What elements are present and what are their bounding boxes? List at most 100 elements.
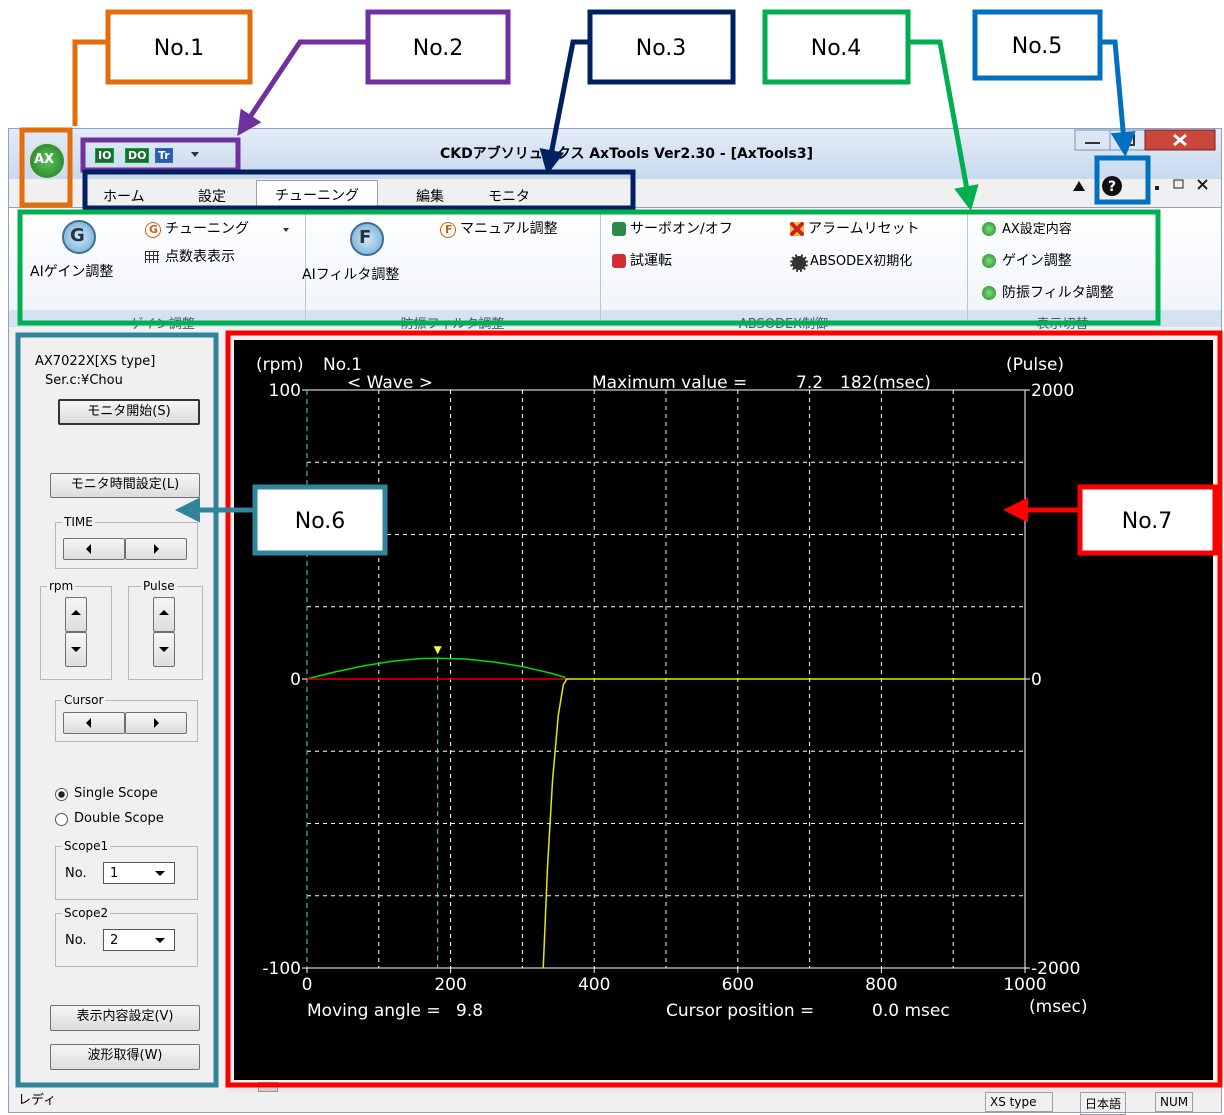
menu-tab[interactable]: 設定	[198, 189, 226, 205]
callout-label: No.3	[636, 36, 687, 61]
alarm-icon	[790, 222, 804, 236]
mdi-close[interactable]	[1197, 179, 1208, 190]
ax-settings-view[interactable]: AX設定内容	[1002, 222, 1072, 237]
window-title: CKDアブソリュックス AxTools Ver2.30 - [AxTools3]	[440, 146, 814, 162]
callout-label: No.4	[811, 36, 862, 61]
y2-tick-label: -2000	[1031, 959, 1080, 979]
cursor-value: 0.0 msec	[872, 1001, 950, 1021]
view-icon	[982, 222, 996, 236]
group-title: Scope1	[62, 839, 111, 853]
status-language: 日本語	[1080, 1092, 1127, 1115]
cursor-left-button[interactable]	[63, 712, 125, 734]
monitor-time-button[interactable]: モニタ時間設定(L)	[50, 473, 200, 498]
arrow-right	[154, 718, 159, 728]
monitor-start-button[interactable]: モニタ開始(S)	[58, 399, 200, 425]
quick-do[interactable]: DO	[125, 148, 150, 163]
table-icon	[145, 251, 159, 263]
group-label: 防振フィルタ調整	[400, 317, 505, 332]
callout-label: No.5	[1012, 34, 1063, 59]
callout-box	[762, 9, 911, 85]
y-tick-label: 100	[269, 381, 301, 401]
gain-view[interactable]: ゲイン調整	[1002, 253, 1072, 269]
arrow-left	[86, 718, 91, 728]
scroll-thumb[interactable]	[258, 1082, 278, 1092]
scope-display: 0 200 400 600 800 1000-1000100-200002000(rpm)…	[234, 340, 1213, 1080]
callout-label: No.1	[154, 36, 205, 61]
logo-text: AX	[34, 152, 55, 167]
group-separator	[967, 212, 968, 324]
x-tick-label: 200	[434, 975, 466, 995]
help-icon: ?	[1108, 179, 1116, 195]
select-arrow	[155, 871, 165, 876]
tuning-button[interactable]: チューニング	[165, 221, 249, 237]
select-value: 1	[110, 866, 119, 881]
no-label: No.	[65, 866, 87, 881]
manual-button[interactable]: マニュアル調整	[460, 221, 558, 237]
ai-gain-icon-letter: G	[70, 225, 85, 246]
mode: < Wave >	[347, 373, 433, 393]
arrow-right	[154, 544, 159, 554]
quick-tr[interactable]: Tr	[155, 148, 173, 163]
capture-button[interactable]: 波形取得(W)	[50, 1044, 200, 1070]
trial-icon	[612, 254, 626, 268]
radio-label[interactable]: Single Scope	[74, 786, 158, 801]
callout-line-1	[72, 39, 108, 126]
menu-tab[interactable]: 編集	[416, 189, 444, 205]
ai-gain-button[interactable]: AIゲイン調整	[30, 264, 114, 280]
minimize-button[interactable]	[1074, 129, 1111, 151]
group-title: TIME	[62, 515, 95, 529]
quick-dropdown[interactable]	[191, 152, 199, 157]
ai-filter-button[interactable]: AIフィルタ調整	[302, 267, 400, 283]
mdi-minimize[interactable]	[1155, 186, 1159, 190]
score-table-button[interactable]: 点数表表示	[165, 249, 235, 265]
max-value: 7.2	[796, 373, 823, 393]
callout-box	[365, 9, 511, 85]
callout-box	[105, 9, 253, 85]
alarm-reset-button[interactable]: アラームリセット	[808, 221, 920, 237]
arrow-left	[86, 544, 91, 554]
arrow-down	[159, 647, 169, 652]
select-arrow	[155, 938, 165, 943]
radio-label[interactable]: Double Scope	[74, 811, 164, 826]
time-left-button[interactable]	[63, 538, 125, 560]
filter-view[interactable]: 防振フィルタ調整	[1002, 285, 1114, 301]
y2-tick-label: 0	[1031, 670, 1042, 690]
h-scrollbar[interactable]	[228, 1082, 1220, 1092]
group-label: ゲイン調整	[130, 317, 195, 332]
trial-run-button[interactable]: 試運転	[630, 253, 672, 269]
y2-axis-label: (Pulse)	[1006, 355, 1064, 375]
menu-tab[interactable]: ホーム	[103, 189, 145, 205]
absodex-init-button[interactable]: ABSODEX初期化	[810, 254, 913, 269]
window-controls: ?	[1073, 129, 1216, 196]
tuning-icon-letter: G	[149, 223, 159, 236]
quick-io[interactable]: IO	[95, 148, 115, 163]
radio[interactable]	[55, 813, 68, 826]
arrow-down	[71, 647, 81, 652]
max-label: Maximum value =	[592, 373, 747, 393]
group-label: ABSODEX制御	[738, 317, 829, 332]
no-label: No.	[65, 933, 87, 948]
x-tick-label: 600	[722, 975, 754, 995]
radio[interactable]	[55, 788, 68, 801]
arrow-up	[159, 610, 169, 615]
mdi-restore[interactable]	[1173, 179, 1184, 189]
view-icon	[982, 286, 996, 300]
maximize-button[interactable]	[1109, 129, 1146, 151]
group-separator	[600, 212, 601, 324]
arrow-up	[71, 610, 81, 615]
status-text: レディ	[18, 1093, 57, 1108]
callout-line-2	[237, 39, 368, 137]
display-setting-button[interactable]: 表示内容設定(V)	[50, 1005, 200, 1031]
tuning-dropdown[interactable]	[283, 228, 289, 232]
menu-tab[interactable]: モニタ	[488, 189, 530, 205]
callout-box	[587, 9, 736, 85]
servo-button[interactable]: サーボオン/オフ	[630, 221, 733, 237]
x-axis-label: (msec)	[1029, 997, 1088, 1017]
group-label: 表示切替	[1036, 317, 1089, 332]
menu-tab[interactable]: チューニング	[256, 180, 378, 209]
ribbon-collapse[interactable]	[1073, 181, 1085, 191]
group-title: Cursor	[62, 693, 106, 707]
y-axis-label: (rpm)	[256, 355, 304, 375]
y2-tick-label: 2000	[1031, 381, 1074, 401]
